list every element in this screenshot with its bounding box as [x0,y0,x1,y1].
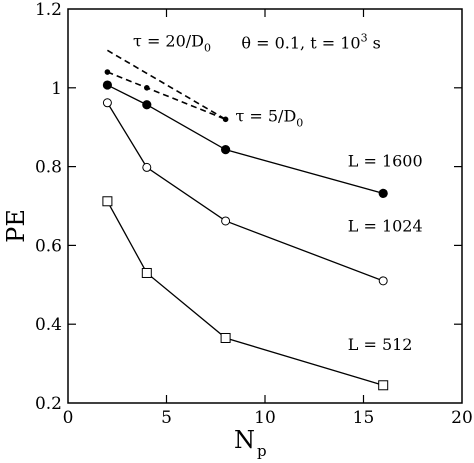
data-point [102,196,113,207]
params-annotation-sup: 3 [361,31,368,44]
y-tick-label: 0.4 [35,315,62,335]
y-tick-label: 0.2 [35,394,62,414]
tau-5-annotation-sub: 0 [296,116,303,129]
tau-20-annotation-main: τ = 20/D [133,31,204,50]
x-axis-label-subscript: p [257,442,267,460]
x-tick-label: 0 [63,408,74,428]
data-point [102,80,112,90]
tau-20-annotation-sub: 0 [204,41,211,54]
axis-ticks [68,9,462,403]
y-axis-label: PE [2,209,30,243]
series-line-2 [106,200,384,386]
series-line-1 [106,102,384,282]
data-point [378,188,388,198]
params-annotation-main: θ = 0.1, t = 10 [241,33,360,52]
y-tick-label: 1 [51,79,62,99]
x-tick-label: 10 [254,408,276,428]
data-point [144,85,150,91]
x-tick-label: 20 [451,408,473,428]
y-tick-label: 0.6 [35,236,62,256]
params-annotation: θ = 0.1, t = 103 s [241,31,380,52]
y-tick-label: 0.8 [35,158,62,178]
data-point [378,380,389,391]
data-point [142,100,152,110]
text-labels: 0 5 10 15 20 0.2 0.4 0.6 0.8 1 1.2 L = 1600 L = 1024… [35,0,473,428]
x-axis-label: N [234,426,255,454]
params-annotation-suffix: s [368,33,381,52]
tau-5-annotation-main: τ = 5/D [235,106,296,125]
series-label: L = 512 [348,335,413,354]
data-point [102,98,112,108]
data-point [221,145,231,155]
series-line-3 [107,71,226,121]
data-point [221,216,231,226]
series-label: L = 1600 [348,152,423,171]
series-line-0 [107,84,384,195]
series-group [102,49,389,391]
tau-5-annotation: τ = 5/D0 [235,106,303,129]
data-point [141,267,152,278]
x-tick-label: 5 [161,408,172,428]
x-tick-label: 15 [353,408,375,428]
data-point [220,332,231,343]
data-point [142,162,152,172]
data-point [378,276,388,286]
series-label: L = 1024 [348,217,423,236]
series-line-4 [106,49,227,121]
data-point [104,69,111,75]
tau-20-annotation: τ = 20/D0 [133,31,211,54]
y-tick-label: 1.2 [35,0,62,20]
